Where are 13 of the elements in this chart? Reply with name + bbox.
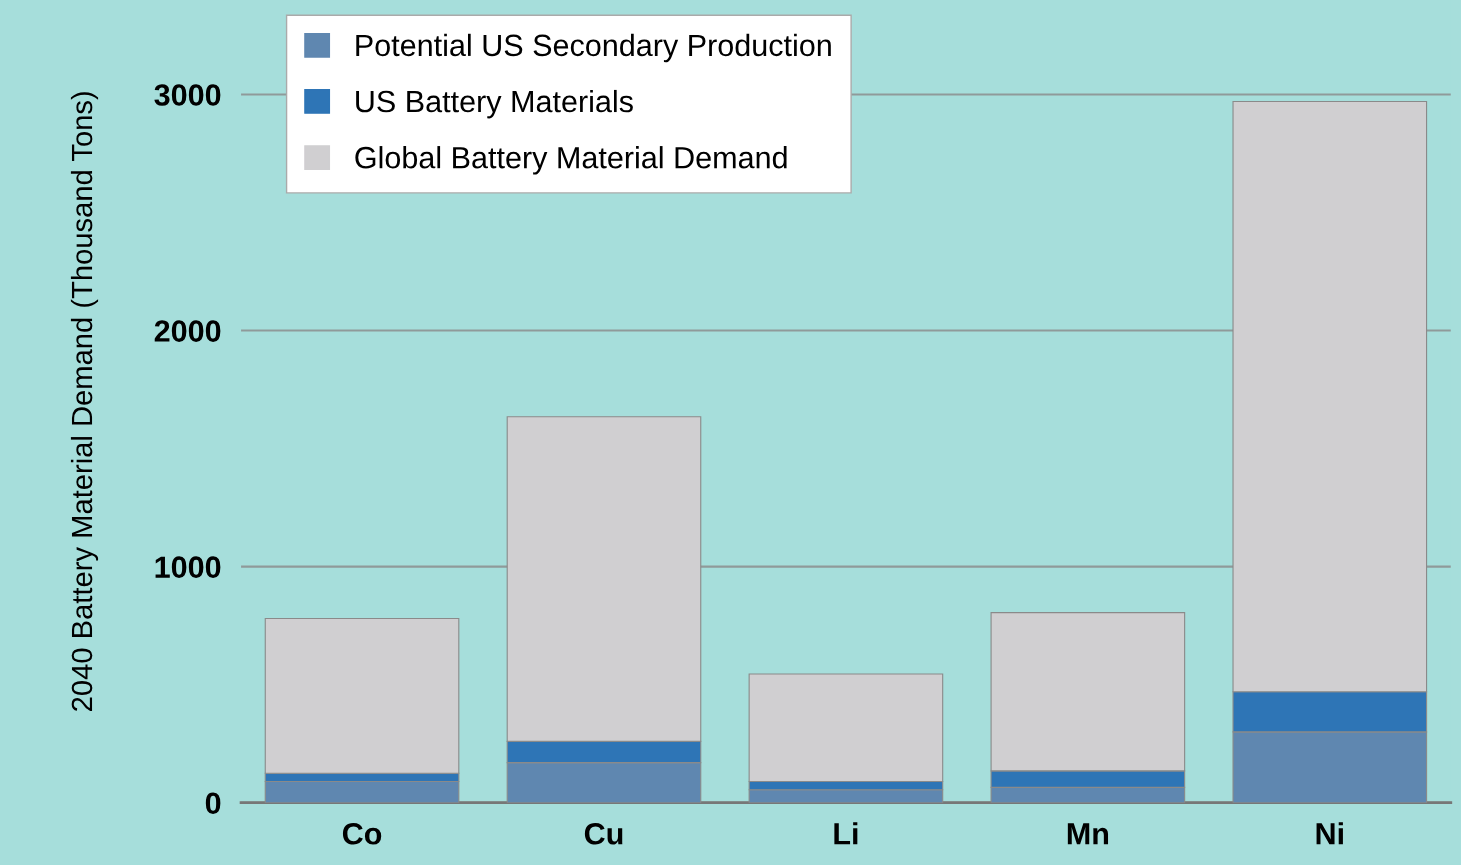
x-tick-label: Co — [342, 822, 382, 845]
legend-label: Global Battery Material Demand — [355, 146, 787, 175]
y-tick-label: 2000 — [154, 320, 221, 342]
y-tick-label: 0 — [205, 792, 221, 815]
legend-label: Potential US Secondary Production — [356, 33, 831, 63]
y-tick-label: 1000 — [155, 556, 221, 578]
x-tick-label: Mn — [1067, 823, 1109, 845]
x-tick-label: Ni — [1316, 822, 1343, 845]
y-axis-title: 2040 Battery Material Demand (Thousand Tons) — [70, 92, 99, 711]
x-tick-label: Li — [834, 822, 858, 845]
legend-label: US Battery Materials — [356, 89, 633, 119]
y-tick-label: 3000 — [154, 84, 221, 106]
x-tick-label: Cu — [584, 822, 623, 845]
